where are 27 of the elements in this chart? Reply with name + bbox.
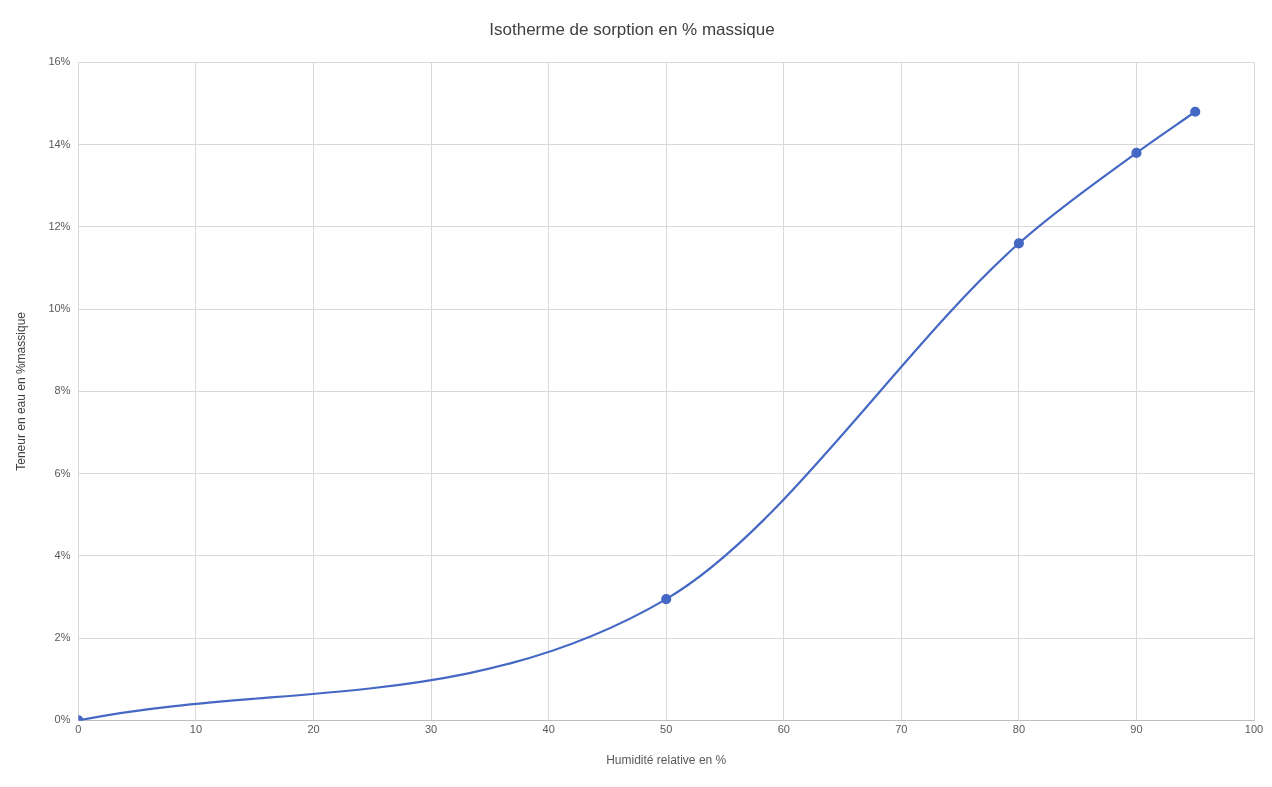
y-tick-label: 8% <box>54 384 71 397</box>
x-tick-label: 10 <box>189 723 203 736</box>
y-axis-title: Teneur en eau en %massique <box>13 311 28 471</box>
y-tick-label: 16% <box>48 55 71 68</box>
x-tick-label: 60 <box>777 723 790 736</box>
x-tick-label: 40 <box>542 723 555 736</box>
x-tick-label: 30 <box>424 723 438 736</box>
x-axis-title: Humidité relative en % <box>606 753 727 768</box>
point <box>1190 106 1201 117</box>
point <box>1131 147 1142 158</box>
y-tick-label: 6% <box>54 466 71 479</box>
x-tick-label: 0 <box>75 723 82 736</box>
point <box>1013 238 1024 249</box>
point <box>661 593 672 605</box>
x-tick-label: 100 <box>1244 723 1264 736</box>
x-tick-label: 20 <box>307 723 320 736</box>
x-tick-label: 50 <box>660 723 673 736</box>
chart-title: Isotherme de sorption en % massique <box>489 19 775 39</box>
x-tick-label: 70 <box>895 723 908 736</box>
x-tick-label: 90 <box>1130 723 1143 736</box>
y-tick-label: 4% <box>54 548 71 561</box>
y-tick-label: 12% <box>48 219 71 232</box>
x-tick-label: 80 <box>1012 723 1026 736</box>
y-tick-label: 10% <box>48 302 71 315</box>
y-tick-label: 2% <box>54 631 71 644</box>
y-tick-label: 14% <box>48 137 71 150</box>
y-tick-label: 0% <box>54 713 71 726</box>
